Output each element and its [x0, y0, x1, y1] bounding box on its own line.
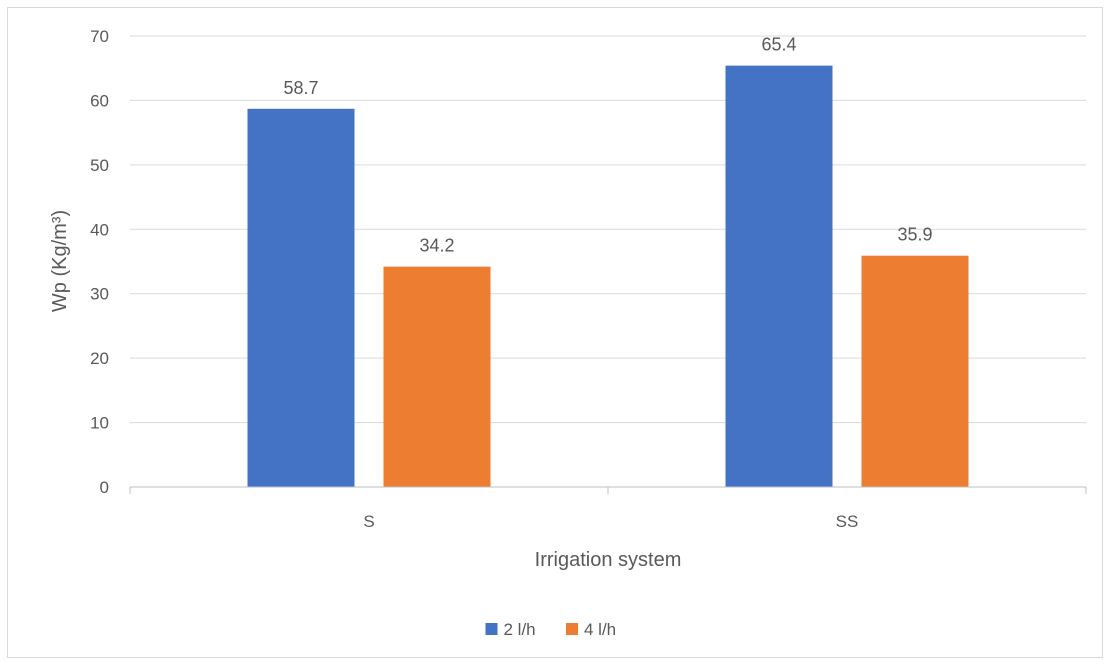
- data-label: 35.9: [897, 225, 932, 245]
- chart-area: 0 10 20 30 40 50 60 70 58.7 34.2 65.4 35.9 S SS Irr…: [7, 7, 1103, 658]
- bar: [725, 65, 833, 487]
- y-axis-title: Wp (Kg/m³): [49, 210, 71, 312]
- y-tick-label: 20: [90, 349, 109, 368]
- bars: [247, 65, 969, 487]
- y-tick-label: 50: [90, 156, 109, 175]
- legend-swatch: [485, 623, 498, 635]
- y-tick-label: 0: [100, 478, 109, 497]
- y-axis-tick-labels: 0 10 20 30 40 50 60 70: [90, 27, 109, 497]
- data-label: 34.2: [419, 236, 454, 256]
- bar: [383, 266, 491, 487]
- x-tick-label: SS: [836, 512, 859, 531]
- legend-label: 4 l/h: [584, 620, 616, 639]
- legend: 2 l/h 4 l/h: [485, 620, 616, 639]
- data-labels: 58.7 34.2 65.4 35.9: [283, 35, 932, 256]
- legend-label: 2 l/h: [504, 620, 536, 639]
- y-tick-label: 70: [90, 27, 109, 46]
- bar: [247, 108, 355, 487]
- data-label: 65.4: [761, 35, 796, 55]
- y-tick-label: 40: [90, 220, 109, 239]
- legend-swatch: [566, 623, 578, 635]
- y-tick-label: 10: [90, 414, 109, 433]
- y-tick-label: 30: [90, 285, 109, 304]
- x-tick-label: S: [363, 512, 374, 531]
- data-label: 58.7: [283, 78, 318, 98]
- x-axis: S SS: [129, 486, 1087, 531]
- y-tick-label: 60: [90, 91, 109, 110]
- x-axis-title: Irrigation system: [535, 549, 682, 571]
- bar: [861, 255, 969, 487]
